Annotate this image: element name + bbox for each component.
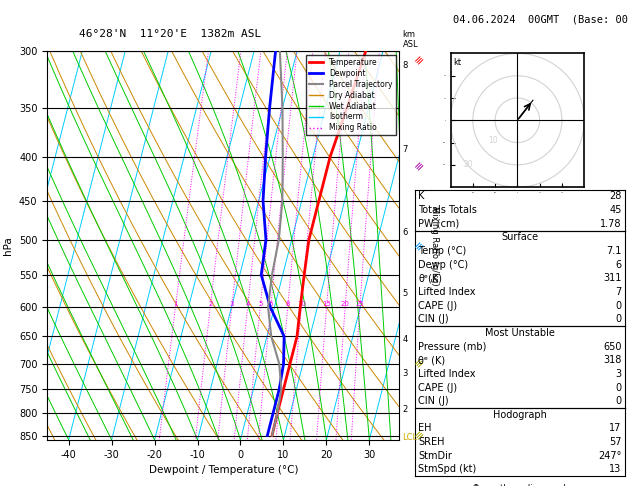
- Text: 10: 10: [297, 301, 306, 307]
- Text: Lifted Index: Lifted Index: [418, 369, 476, 379]
- Text: km
ASL: km ASL: [403, 30, 418, 49]
- Text: Surface: Surface: [501, 232, 538, 243]
- Text: Pressure (mb): Pressure (mb): [418, 342, 487, 351]
- Text: 46°28'N  11°20'E  1382m ASL: 46°28'N 11°20'E 1382m ASL: [79, 29, 261, 39]
- Text: Hodograph: Hodograph: [493, 410, 547, 420]
- Text: 1.78: 1.78: [600, 219, 621, 229]
- Text: 0: 0: [615, 396, 621, 406]
- Text: EH: EH: [418, 423, 431, 434]
- Text: 45: 45: [609, 205, 621, 215]
- Text: 318: 318: [603, 355, 621, 365]
- Text: 8: 8: [403, 61, 408, 70]
- Text: 15: 15: [322, 301, 331, 307]
- X-axis label: Dewpoint / Temperature (°C): Dewpoint / Temperature (°C): [148, 465, 298, 475]
- Text: 20: 20: [464, 160, 473, 169]
- Text: $\equiv$: $\equiv$: [410, 158, 426, 174]
- Text: StmDir: StmDir: [418, 451, 452, 461]
- Text: $\equiv$: $\equiv$: [410, 53, 426, 69]
- Text: 13: 13: [610, 465, 621, 474]
- Text: Totals Totals: Totals Totals: [418, 205, 477, 215]
- Text: LCL: LCL: [403, 433, 418, 442]
- Text: Lifted Index: Lifted Index: [418, 287, 476, 297]
- Text: 311: 311: [603, 273, 621, 283]
- Text: Dewp (°C): Dewp (°C): [418, 260, 469, 270]
- Text: K: K: [418, 191, 425, 201]
- Text: SREH: SREH: [418, 437, 445, 447]
- Text: © weatheronline.co.uk: © weatheronline.co.uk: [472, 484, 568, 486]
- Text: 20: 20: [341, 301, 350, 307]
- Text: 7: 7: [615, 287, 621, 297]
- Text: 6: 6: [403, 227, 408, 237]
- Text: 17: 17: [609, 423, 621, 434]
- Text: CIN (J): CIN (J): [418, 396, 449, 406]
- Text: 25: 25: [355, 301, 364, 307]
- Text: 10: 10: [488, 136, 498, 144]
- Text: 247°: 247°: [598, 451, 621, 461]
- Text: 5: 5: [258, 301, 262, 307]
- Text: Mixing Ratio (g/kg): Mixing Ratio (g/kg): [430, 206, 438, 285]
- Y-axis label: hPa: hPa: [3, 236, 13, 255]
- Text: 4: 4: [245, 301, 250, 307]
- Text: 3: 3: [403, 369, 408, 378]
- Text: Temp (°C): Temp (°C): [418, 246, 467, 256]
- Text: $\equiv$: $\equiv$: [410, 428, 426, 443]
- Text: $\equiv$: $\equiv$: [410, 239, 426, 255]
- Text: θᵉ (K): θᵉ (K): [418, 355, 445, 365]
- Text: 650: 650: [603, 342, 621, 351]
- Text: 2: 2: [403, 405, 408, 414]
- Text: 7: 7: [403, 145, 408, 154]
- Text: 6: 6: [615, 260, 621, 270]
- Text: StmSpd (kt): StmSpd (kt): [418, 465, 477, 474]
- Text: 04.06.2024  00GMT  (Base: 00): 04.06.2024 00GMT (Base: 00): [453, 14, 629, 24]
- Text: 2: 2: [208, 301, 213, 307]
- Text: CAPE (J): CAPE (J): [418, 382, 457, 393]
- Text: CAPE (J): CAPE (J): [418, 301, 457, 311]
- Text: 57: 57: [609, 437, 621, 447]
- Text: 7.1: 7.1: [606, 246, 621, 256]
- Text: 3: 3: [230, 301, 234, 307]
- Text: CIN (J): CIN (J): [418, 314, 449, 324]
- Text: 0: 0: [615, 314, 621, 324]
- Text: 1: 1: [173, 301, 178, 307]
- Text: θᵉ(K): θᵉ(K): [418, 273, 442, 283]
- Text: 4: 4: [403, 335, 408, 344]
- Text: 0: 0: [615, 382, 621, 393]
- Text: 0: 0: [615, 301, 621, 311]
- Text: 28: 28: [609, 191, 621, 201]
- Text: $\equiv$: $\equiv$: [410, 356, 426, 372]
- Text: Most Unstable: Most Unstable: [485, 328, 555, 338]
- Legend: Temperature, Dewpoint, Parcel Trajectory, Dry Adiabat, Wet Adiabat, Isotherm, Mi: Temperature, Dewpoint, Parcel Trajectory…: [306, 55, 396, 136]
- Text: kt: kt: [453, 58, 461, 67]
- Text: 3: 3: [615, 369, 621, 379]
- Text: PW (cm): PW (cm): [418, 219, 460, 229]
- Text: 6: 6: [269, 301, 273, 307]
- Text: 5: 5: [403, 289, 408, 297]
- Text: 8: 8: [286, 301, 290, 307]
